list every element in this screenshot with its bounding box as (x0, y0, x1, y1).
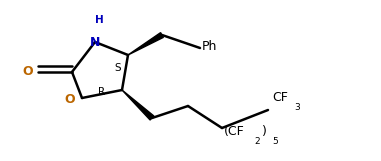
Polygon shape (128, 33, 163, 55)
Polygon shape (122, 90, 154, 120)
Text: Ph: Ph (202, 39, 218, 52)
Text: (CF: (CF (224, 126, 245, 138)
Text: R: R (98, 87, 106, 97)
Text: ): ) (262, 126, 267, 138)
Text: S: S (115, 63, 121, 73)
Text: 5: 5 (272, 137, 278, 147)
Text: O: O (23, 66, 33, 79)
Text: 2: 2 (254, 137, 259, 147)
Text: H: H (94, 15, 103, 25)
Text: 3: 3 (294, 104, 300, 113)
Text: CF: CF (272, 91, 288, 104)
Text: O: O (65, 94, 75, 106)
Text: N: N (90, 35, 100, 48)
